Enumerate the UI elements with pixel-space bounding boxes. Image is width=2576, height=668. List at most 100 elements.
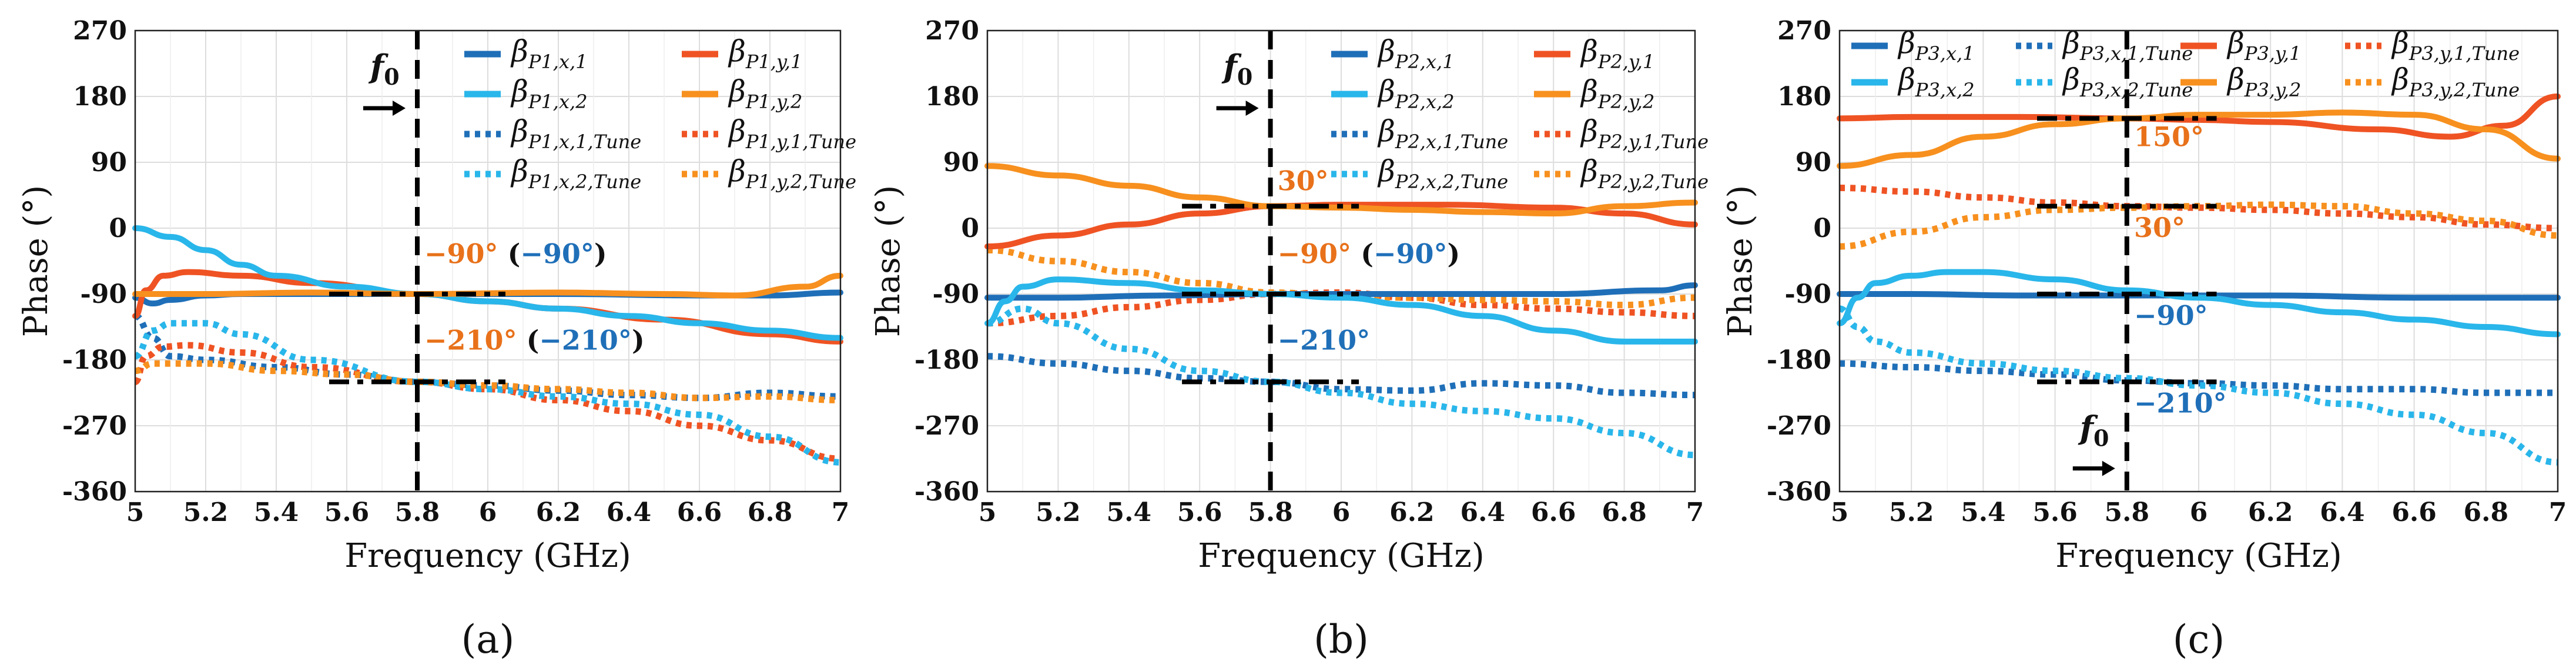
x-tick-label: 6.4 bbox=[1460, 497, 1506, 527]
y-tick-label: -90 bbox=[1785, 279, 1832, 309]
y-axis-label: Phase (°) bbox=[17, 185, 55, 338]
legend-label: βP1,y,1 bbox=[728, 34, 802, 73]
phase-annotation: 150° bbox=[2134, 121, 2204, 153]
legend-label: βP2,x,2,Tune bbox=[1377, 154, 1508, 193]
y-tick-label: 0 bbox=[109, 213, 127, 243]
y-tick-label: -360 bbox=[1767, 477, 1831, 507]
x-tick-label: 5.2 bbox=[1889, 497, 1934, 527]
y-tick-label: 180 bbox=[1777, 82, 1831, 112]
marker-lines bbox=[329, 292, 505, 385]
x-tick-label: 6.2 bbox=[2248, 497, 2293, 527]
x-tick-label: 6 bbox=[1332, 497, 1351, 527]
y-tick-label: 90 bbox=[1796, 148, 1831, 178]
marker-lines bbox=[2037, 116, 2217, 385]
legend-label: βP2,x,2 bbox=[1377, 74, 1455, 113]
y-tick-label: 90 bbox=[91, 148, 127, 178]
series-group bbox=[1837, 93, 2561, 466]
x-tick-label: 5.6 bbox=[1177, 497, 1222, 527]
x-tick-label: 7 bbox=[832, 497, 850, 527]
panel-label: (a) bbox=[461, 617, 515, 662]
panel-label: (c) bbox=[2173, 617, 2225, 662]
legend-label: βP1,x,2,Tune bbox=[510, 154, 641, 193]
x-tick-label: 6.2 bbox=[1389, 497, 1435, 527]
f0-label: f0 bbox=[2078, 409, 2109, 452]
legend-label: βP3,x,1,Tune bbox=[2062, 26, 2193, 65]
y-tick-label: -270 bbox=[1767, 411, 1831, 441]
y-tick-label: 270 bbox=[73, 16, 127, 46]
y-tick-label: -360 bbox=[915, 477, 979, 507]
phase-annotation: −210° bbox=[1278, 325, 1371, 356]
y-tick-label: 270 bbox=[1777, 16, 1831, 46]
f0-arrow-head bbox=[1245, 101, 1259, 116]
legend: βP2,x,1 βP2,y,1 βP2,x,2 βP2,y,2 βP2,x,1,Tune… bbox=[1331, 34, 1709, 193]
x-tick-label: 5.6 bbox=[324, 497, 370, 527]
x-tick-label: 5.6 bbox=[2032, 497, 2078, 527]
axes-frame bbox=[134, 29, 842, 493]
y-tick-label: 0 bbox=[1813, 213, 1831, 243]
series-line-p2-y-1-tune bbox=[987, 289, 1696, 327]
legend-label: βP2,y,2,Tune bbox=[1580, 154, 1709, 193]
x-tick-label: 6.6 bbox=[1531, 497, 1576, 527]
legend-label: βP1,y,1,Tune bbox=[728, 114, 856, 153]
x-tick-label: 5.8 bbox=[395, 497, 440, 527]
series-line-p1-y-2-tune bbox=[135, 360, 841, 403]
x-tick-label: 5.4 bbox=[1107, 497, 1152, 527]
y-tick-label: 90 bbox=[943, 148, 979, 178]
series-line-p3-y-2-tune bbox=[1839, 201, 2558, 250]
annotations: −90° (−90°) −210° (−210°) bbox=[424, 238, 645, 356]
series-line-p1-y-2 bbox=[132, 272, 843, 299]
phase-annotation: 30° bbox=[2134, 212, 2185, 243]
x-tick-label: 5 bbox=[979, 497, 997, 527]
legend-label: βP2,y,1 bbox=[1580, 34, 1654, 73]
legend-label: βP3,y,2 bbox=[2226, 62, 2301, 101]
x-tick-label: 6 bbox=[479, 497, 497, 527]
y-tick-label: 180 bbox=[925, 82, 979, 112]
panel-1: 5 5.2 5.4 5.6 5.8 6 6.2 6.4 6.6 6.8 7 270 180 90 0 -90 -… bbox=[17, 16, 856, 662]
y-tick-label: -180 bbox=[915, 345, 979, 375]
x-tick-label: 6.8 bbox=[1602, 497, 1647, 527]
y-tick-label: 270 bbox=[925, 16, 979, 46]
legend-label: βP2,y,1,Tune bbox=[1580, 114, 1709, 153]
legend-label: βP3,x,2,Tune bbox=[2062, 62, 2193, 101]
panel-3: 5 5.2 5.4 5.6 5.8 6 6.2 6.4 6.6 6.8 7 270 180 90 0 -90 -… bbox=[1721, 16, 2567, 662]
x-tick-label: 5.2 bbox=[183, 497, 229, 527]
x-axis-label: Frequency (GHz) bbox=[344, 537, 631, 575]
x-tick-label: 5 bbox=[1831, 497, 1849, 527]
legend-label: βP1,x,1,Tune bbox=[510, 114, 641, 153]
phase-annotation: −90° (−90°) bbox=[1278, 238, 1460, 270]
phase-annotation: −90° (−90°) bbox=[424, 238, 607, 270]
y-tick-label: 0 bbox=[961, 213, 979, 243]
legend-label: βP1,y,2,Tune bbox=[728, 154, 856, 193]
f0-arrow-head bbox=[393, 101, 406, 116]
x-tick-label: 6.8 bbox=[2464, 497, 2509, 527]
x-tick-label: 5.8 bbox=[2105, 497, 2150, 527]
legend-label: βP2,y,2 bbox=[1580, 74, 1654, 113]
legend: βP3,x,1 βP3,x,1,Tune βP3,y,1 βP3,y,1,TuneβP… bbox=[1851, 26, 2520, 101]
series-line-p1-x-2-tune bbox=[134, 320, 841, 466]
axes-frame bbox=[986, 29, 1696, 493]
x-tick-label: 5.2 bbox=[1036, 497, 1081, 527]
x-tick-label: 6 bbox=[2190, 497, 2208, 527]
phase-annotation: 30° bbox=[1278, 165, 1329, 196]
x-tick-label: 6.6 bbox=[677, 497, 722, 527]
series-line-p3-y-1 bbox=[1837, 93, 2561, 140]
legend-label: βP3,x,2 bbox=[1897, 62, 1975, 101]
legend-label: βP1,x,1 bbox=[510, 34, 588, 73]
panel-2: 5 5.2 5.4 5.6 5.8 6 6.2 6.4 6.6 6.8 7 270 180 90 0 -90 -… bbox=[869, 16, 1709, 662]
x-tick-label: 6.4 bbox=[607, 497, 652, 527]
legend-label: βP2,x,1 bbox=[1377, 34, 1455, 73]
x-tick-label: 6.6 bbox=[2391, 497, 2437, 527]
legend-label: βP1,y,2 bbox=[728, 74, 802, 113]
legend-label: βP2,x,1,Tune bbox=[1377, 114, 1508, 153]
annotations: 150° 30° −90° −210° bbox=[2134, 121, 2227, 419]
series-line-p3-x-1-tune bbox=[1839, 360, 2558, 396]
x-tick-label: 6.4 bbox=[2320, 497, 2365, 527]
y-tick-label: -270 bbox=[62, 411, 127, 441]
legend-label: βP3,y,1 bbox=[2226, 26, 2301, 65]
legend-label: βP3,y,1,Tune bbox=[2391, 26, 2520, 65]
legend-label: βP3,y,2,Tune bbox=[2391, 62, 2520, 101]
y-tick-label: -180 bbox=[1767, 345, 1831, 375]
series-line-p3-x-2-tune bbox=[1838, 305, 2558, 466]
x-tick-label: 5.8 bbox=[1248, 497, 1293, 527]
